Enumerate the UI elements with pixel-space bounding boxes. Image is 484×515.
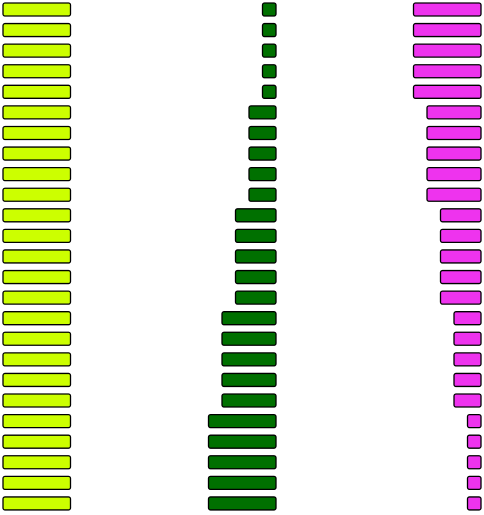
bar <box>248 125 277 141</box>
bar <box>2 64 72 79</box>
bar <box>453 331 482 346</box>
bar <box>2 125 72 141</box>
bar <box>2 249 72 264</box>
bar <box>2 208 72 223</box>
bar <box>2 352 72 367</box>
bar <box>412 43 482 58</box>
bar <box>466 434 482 449</box>
bar <box>261 2 277 17</box>
bar <box>2 475 72 490</box>
bar <box>248 166 277 182</box>
bar <box>2 393 72 408</box>
bar <box>426 146 482 161</box>
bar <box>261 84 277 99</box>
bar <box>2 496 72 511</box>
bar <box>2 413 72 429</box>
bar <box>261 22 277 38</box>
bar <box>466 455 482 470</box>
bar <box>2 434 72 449</box>
bar <box>2 22 72 38</box>
bar <box>2 311 72 326</box>
bar <box>453 372 482 388</box>
bar <box>2 84 72 99</box>
bar <box>248 105 277 120</box>
bar <box>453 352 482 367</box>
bar <box>439 290 482 305</box>
bar <box>412 64 482 79</box>
bar <box>2 269 72 285</box>
bar <box>439 249 482 264</box>
bar <box>2 290 72 305</box>
bar <box>248 146 277 161</box>
bar <box>234 208 277 223</box>
bar <box>207 496 277 511</box>
bar <box>207 455 277 470</box>
bar <box>439 228 482 244</box>
bar <box>466 475 482 490</box>
bar <box>207 475 277 490</box>
bar <box>2 372 72 388</box>
bar <box>234 290 277 305</box>
bar <box>207 434 277 449</box>
bar <box>2 43 72 58</box>
bar <box>221 372 277 388</box>
bar <box>2 2 72 17</box>
bar <box>2 105 72 120</box>
bar <box>248 187 277 202</box>
bar <box>221 311 277 326</box>
bar <box>2 166 72 182</box>
bar <box>221 352 277 367</box>
bar <box>466 413 482 429</box>
bar <box>453 393 482 408</box>
bar <box>426 105 482 120</box>
bar <box>2 187 72 202</box>
bar <box>2 455 72 470</box>
bar <box>2 228 72 244</box>
bar <box>426 187 482 202</box>
bar <box>2 146 72 161</box>
bar <box>2 331 72 346</box>
bar <box>439 269 482 285</box>
bar <box>221 393 277 408</box>
bar <box>412 2 482 17</box>
bar <box>426 166 482 182</box>
bar <box>412 84 482 99</box>
bar <box>412 22 482 38</box>
bar <box>261 43 277 58</box>
bar <box>439 208 482 223</box>
bar <box>221 331 277 346</box>
bar <box>453 311 482 326</box>
bar <box>261 64 277 79</box>
bar <box>426 125 482 141</box>
bar <box>466 496 482 511</box>
bar <box>234 269 277 285</box>
bar <box>234 228 277 244</box>
bar <box>234 249 277 264</box>
bar <box>207 413 277 429</box>
